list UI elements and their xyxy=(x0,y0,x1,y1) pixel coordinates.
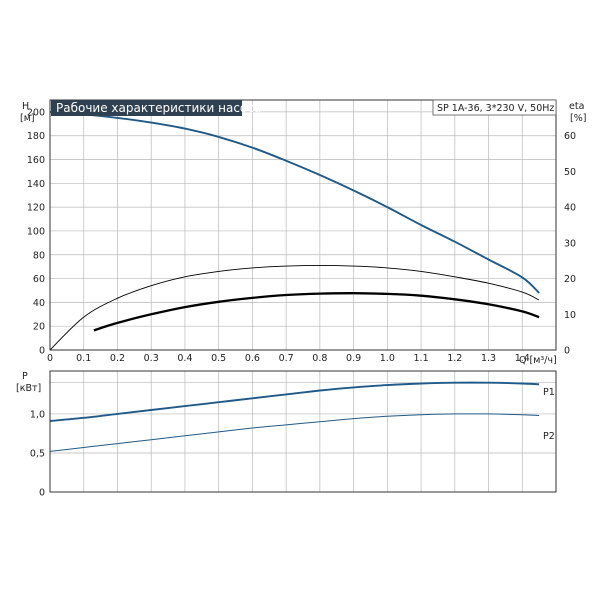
y-left-tick-label: 180 xyxy=(27,131,45,142)
chart-title: Рабочие характеристики насоса xyxy=(56,101,261,115)
power-y-tick-label: 0 xyxy=(39,488,45,499)
x-tick-label: 1.3 xyxy=(481,353,496,364)
y-left-tick-label: 20 xyxy=(33,322,45,333)
left-axis-unit: [м] xyxy=(20,113,35,124)
efficiency-curve-pump xyxy=(49,264,540,351)
model-label: SP 1A-36, 3*230 V, 50Hz xyxy=(437,103,554,114)
x-tick-label: 0.8 xyxy=(312,353,327,364)
right-axis-unit: [%] xyxy=(570,113,586,124)
x-tick-label: 1.0 xyxy=(380,353,395,364)
y-right-tick-label: 30 xyxy=(564,238,576,249)
model-label-box xyxy=(432,99,557,116)
head-curve xyxy=(49,110,540,294)
y-right-tick-label: 40 xyxy=(564,203,576,214)
x-tick-label: 0.7 xyxy=(279,353,294,364)
bottom-plot-frame xyxy=(49,370,557,493)
series-layer xyxy=(49,110,540,452)
y-right-tick-label: 60 xyxy=(564,131,576,142)
y-left-tick-label: 0 xyxy=(39,346,45,357)
power-axis-unit: [кВт] xyxy=(16,383,41,394)
y-right-tick-label: 50 xyxy=(564,167,576,178)
power-y-tick-label: 1,0 xyxy=(30,409,45,420)
legend-p2: P2 xyxy=(543,431,555,442)
x-tick-label: 0.2 xyxy=(110,353,125,364)
y-left-tick-label: 60 xyxy=(33,274,45,285)
efficiency-curve-total xyxy=(93,292,540,332)
x-tick-label: 0.1 xyxy=(76,353,91,364)
x-tick-label: 0.6 xyxy=(245,353,260,364)
top-grid xyxy=(49,100,556,351)
right-axis-name: eta xyxy=(569,101,584,112)
x-tick-label: 1.2 xyxy=(447,353,462,364)
y-right-tick-label: 10 xyxy=(564,310,576,321)
x-tick-label: 1.1 xyxy=(414,353,429,364)
y-right-tick-label: 0 xyxy=(564,346,570,357)
left-axis-name: H xyxy=(22,101,29,112)
x-tick-label: 0.9 xyxy=(346,353,361,364)
bottom-grid xyxy=(49,371,557,493)
x-tick-label: 0.3 xyxy=(144,353,159,364)
y-left-tick-label: 100 xyxy=(27,226,45,237)
x-tick-label: 0.4 xyxy=(177,353,192,364)
x-tick-label: 0 xyxy=(47,353,53,364)
chart-title-background xyxy=(51,100,242,116)
power-axis-name: P xyxy=(22,371,28,382)
y-left-tick-label: 200 xyxy=(27,107,45,118)
y-left-tick-label: 120 xyxy=(27,203,45,214)
power-y-tick-label: 0,5 xyxy=(30,448,45,459)
x-tick-label: 0.5 xyxy=(211,353,226,364)
labels-layer: 0 0.1 0.2 0.3 0.4 0.5 0.6 0.7 0.8 0.9 1.0 1.1 1.2 1.3… xyxy=(27,107,576,498)
y-left-tick-label: 160 xyxy=(27,155,45,166)
y-left-tick-label: 80 xyxy=(33,250,45,261)
power-curve-p1 xyxy=(49,381,540,422)
y-right-tick-label: 20 xyxy=(564,274,576,285)
x-tick-label: 1.4 xyxy=(515,353,530,364)
power-curve-p2 xyxy=(49,413,540,452)
legend-p1: P1 xyxy=(543,387,555,398)
y-left-tick-label: 140 xyxy=(27,179,45,190)
x-axis-label: Q [м³/ч] xyxy=(519,355,557,366)
y-left-tick-label: 40 xyxy=(33,298,45,309)
top-plot-frame xyxy=(49,99,557,351)
